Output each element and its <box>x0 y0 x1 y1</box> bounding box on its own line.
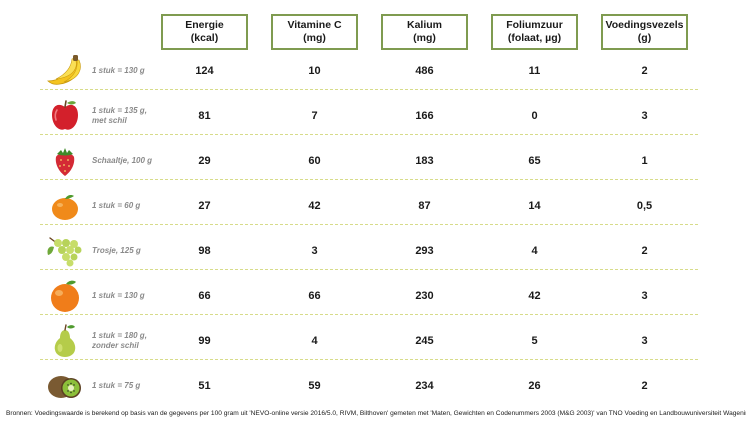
portion-label: 1 stuk = 60 g <box>92 201 141 210</box>
row-separator <box>40 224 698 225</box>
cell-voedingsvezels: 2 <box>641 245 648 257</box>
cell-kalium: 166 <box>415 110 434 122</box>
cell-energie: 99 <box>198 335 211 347</box>
portion-label: Trosje, 125 g <box>92 246 141 255</box>
cell-kalium: 486 <box>415 65 434 77</box>
table-row-grapes: Trosje, 125 g 98 3 293 4 2 <box>0 229 750 273</box>
cell-voedingsvezels: 3 <box>641 335 648 347</box>
apple-icon <box>52 100 78 130</box>
cell-kalium: 87 <box>418 200 431 212</box>
header-vitamine-c: Vitamine C (mg) <box>271 14 358 50</box>
cell-voedingsvezels: 2 <box>641 380 648 392</box>
row-separator <box>40 179 698 180</box>
table-row-mandarin: 1 stuk = 60 g 27 42 87 14 0,5 <box>0 184 750 228</box>
kiwi-icon <box>48 376 81 398</box>
header-voedingsvezels: Voedingsvezels (g) <box>601 14 688 50</box>
table-row-pear: 1 stuk = 180 g, zonder schil 99 4 245 5 … <box>0 319 750 363</box>
cell-foliumzuur: 11 <box>528 65 541 77</box>
cell-kalium: 230 <box>415 290 434 302</box>
cell-voedingsvezels: 0,5 <box>636 200 653 212</box>
grapes-icon <box>47 237 82 267</box>
portion-label: 1 stuk = 130 g <box>92 291 145 300</box>
cell-foliumzuur: 65 <box>528 155 541 167</box>
banana-icon <box>47 55 81 85</box>
header-energie: Energie (kcal) <box>161 14 248 50</box>
cell-vitamine-c: 10 <box>308 65 321 77</box>
cell-kalium: 234 <box>415 380 434 392</box>
header-kalium: Kalium (mg) <box>381 14 468 50</box>
cell-foliumzuur: 42 <box>528 290 541 302</box>
cell-energie: 98 <box>198 245 211 257</box>
table-row-apple: 1 stuk = 135 g, met schil 81 7 166 0 3 <box>0 94 750 138</box>
cell-voedingsvezels: 3 <box>641 110 648 122</box>
cell-kalium: 245 <box>415 335 434 347</box>
portion-label: 1 stuk = 180 g, zonder schil <box>92 331 147 350</box>
table-row-banana: 1 stuk = 130 g 124 10 486 11 2 <box>0 49 750 93</box>
cell-vitamine-c: 4 <box>311 335 318 347</box>
row-separator <box>40 359 698 360</box>
pear-icon <box>54 324 76 357</box>
cell-energie: 29 <box>198 155 211 167</box>
cell-energie: 51 <box>198 380 211 392</box>
orange-icon <box>51 280 79 312</box>
cell-vitamine-c: 42 <box>308 200 321 212</box>
cell-vitamine-c: 60 <box>308 155 321 167</box>
cell-energie: 66 <box>198 290 211 302</box>
row-separator <box>40 89 698 90</box>
cell-voedingsvezels: 2 <box>641 65 648 77</box>
row-separator <box>40 269 698 270</box>
cell-energie: 27 <box>198 200 211 212</box>
cell-vitamine-c: 66 <box>308 290 321 302</box>
table-row-orange: 1 stuk = 130 g 66 66 230 42 3 <box>0 274 750 318</box>
cell-foliumzuur: 5 <box>531 335 538 347</box>
portion-label: 1 stuk = 130 g <box>92 66 145 75</box>
cell-voedingsvezels: 3 <box>641 290 648 302</box>
cell-kalium: 183 <box>415 155 434 167</box>
source-footnote: Bronnen: Voedingswaarde is berekend op b… <box>6 410 746 417</box>
header-foliumzuur: Foliumzuur (folaat, µg) <box>491 14 578 50</box>
portion-label: 1 stuk = 75 g <box>92 381 141 390</box>
cell-foliumzuur: 14 <box>528 200 541 212</box>
cell-foliumzuur: 26 <box>528 380 541 392</box>
mandarin-icon <box>52 195 78 220</box>
cell-vitamine-c: 7 <box>311 110 318 122</box>
cell-foliumzuur: 4 <box>531 245 538 257</box>
strawberry-icon <box>55 148 75 176</box>
cell-energie: 81 <box>198 110 211 122</box>
row-separator <box>40 134 698 135</box>
portion-label: Schaaltje, 100 g <box>92 156 153 165</box>
cell-energie: 124 <box>195 65 214 77</box>
table-row-kiwi: 1 stuk = 75 g 51 59 234 26 2 <box>0 364 750 408</box>
portion-label: 1 stuk = 135 g, met schil <box>92 106 147 125</box>
cell-foliumzuur: 0 <box>531 110 538 122</box>
cell-vitamine-c: 3 <box>311 245 318 257</box>
table-row-strawberry: Schaaltje, 100 g 29 60 183 65 1 <box>0 139 750 183</box>
cell-vitamine-c: 59 <box>308 380 321 392</box>
row-separator <box>40 314 698 315</box>
cell-kalium: 293 <box>415 245 434 257</box>
cell-voedingsvezels: 1 <box>641 155 648 167</box>
